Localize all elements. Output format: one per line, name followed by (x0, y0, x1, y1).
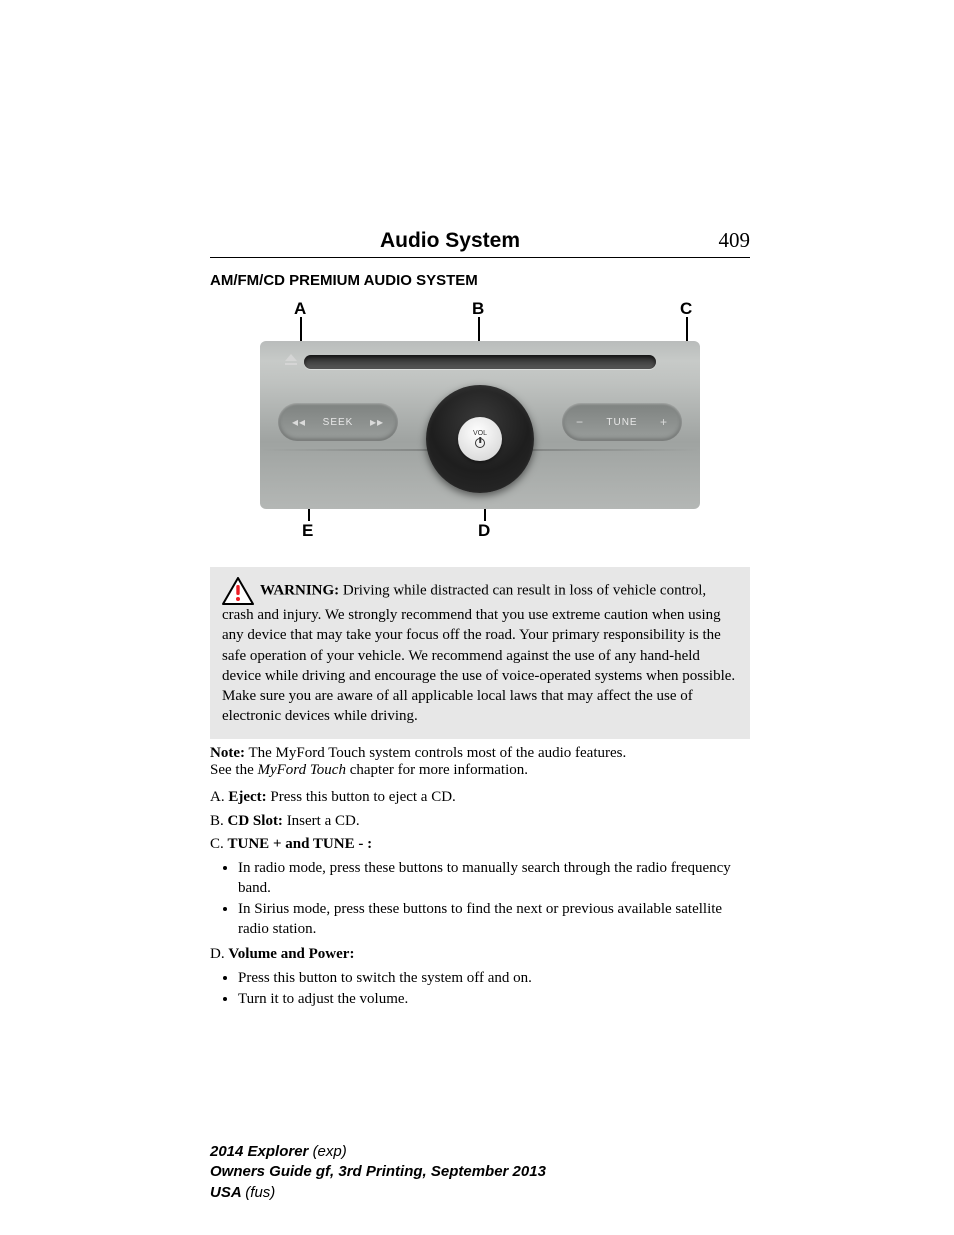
def-d: D. Volume and Power: (210, 945, 750, 965)
def-c-bullet-1: In radio mode, press these buttons to ma… (238, 859, 750, 899)
tune-plus-icon: + (660, 415, 668, 429)
warning-label: WARNING: (260, 582, 339, 598)
footer-guide: Owners Guide gf, 3rd Printing, September… (210, 1163, 546, 1180)
tune-control: − TUNE + (562, 403, 682, 441)
def-d-bullets: Press this button to switch the system o… (210, 969, 750, 1010)
volume-knob: VOL (426, 385, 534, 493)
footer-region: USA (210, 1184, 245, 1201)
callout-d: D (478, 521, 490, 541)
audio-panel-diagram: A B C E D ◂◂ SEEK ▸ (250, 299, 710, 549)
def-c: C. TUNE + and TUNE - : (210, 835, 750, 855)
seek-next-icon: ▸▸ (370, 415, 384, 429)
def-d-bullet-1: Press this button to switch the system o… (238, 969, 750, 989)
note-line2-suffix: chapter for more information. (346, 762, 528, 778)
def-b-term: CD Slot: (228, 813, 283, 829)
def-d-term: Volume and Power: (228, 946, 354, 962)
callout-b: B (472, 299, 484, 319)
power-icon (475, 438, 485, 448)
control-definitions: A. Eject: Press this button to eject a C… (210, 788, 750, 1010)
def-a-desc: Press this button to eject a CD. (270, 789, 455, 805)
def-a-letter: A. (210, 789, 225, 805)
warning-text: Driving while distracted can result in l… (222, 582, 735, 724)
eject-icon (282, 349, 300, 369)
section-header: Audio System (210, 229, 690, 253)
subsection-title: AM/FM/CD PREMIUM AUDIO SYSTEM (210, 272, 750, 289)
footer-model: 2014 Explorer (210, 1143, 313, 1160)
footer-model-code: (exp) (313, 1143, 347, 1160)
page-number: 409 (690, 228, 750, 253)
manual-page: Audio System 409 AM/FM/CD PREMIUM AUDIO … (0, 0, 954, 1235)
note-paragraph: Note: The MyFord Touch system controls m… (210, 745, 750, 780)
callout-e: E (302, 521, 313, 541)
note-chapter-ref: MyFord Touch (257, 762, 345, 778)
cd-slot (304, 355, 656, 369)
footer-region-code: (fus) (245, 1184, 275, 1201)
def-d-letter: D. (210, 946, 225, 962)
def-a: A. Eject: Press this button to eject a C… (210, 788, 750, 808)
callout-a: A (294, 299, 306, 319)
def-c-bullet-2: In Sirius mode, press these buttons to f… (238, 900, 750, 940)
vol-label: VOL (473, 430, 487, 437)
def-d-bullet-2: Turn it to adjust the volume. (238, 990, 750, 1010)
tune-minus-icon: − (576, 415, 584, 429)
audio-panel: ◂◂ SEEK ▸▸ − TUNE + VOL (260, 341, 700, 509)
def-c-term: TUNE + and TUNE - : (228, 836, 373, 852)
page-header: Audio System 409 (210, 228, 750, 258)
note-label: Note: (210, 745, 245, 761)
seek-prev-icon: ◂◂ (292, 415, 306, 429)
tune-label: TUNE (606, 417, 637, 428)
content-area: Audio System 409 AM/FM/CD PREMIUM AUDIO … (210, 228, 750, 1016)
page-footer: 2014 Explorer (exp) Owners Guide gf, 3rd… (210, 1142, 750, 1203)
note-line1: The MyFord Touch system controls most of… (248, 745, 626, 761)
seek-control: ◂◂ SEEK ▸▸ (278, 403, 398, 441)
def-c-bullets: In radio mode, press these buttons to ma… (210, 859, 750, 939)
def-b-desc: Insert a CD. (287, 813, 360, 829)
warning-icon (222, 577, 254, 605)
def-c-letter: C. (210, 836, 224, 852)
def-b-letter: B. (210, 813, 224, 829)
warning-box: WARNING: Driving while distracted can re… (210, 567, 750, 739)
seek-label: SEEK (323, 417, 354, 428)
note-line2-prefix: See the (210, 762, 257, 778)
def-b: B. CD Slot: Insert a CD. (210, 812, 750, 832)
callout-c: C (680, 299, 692, 319)
def-a-term: Eject: (228, 789, 266, 805)
power-button: VOL (458, 417, 502, 461)
